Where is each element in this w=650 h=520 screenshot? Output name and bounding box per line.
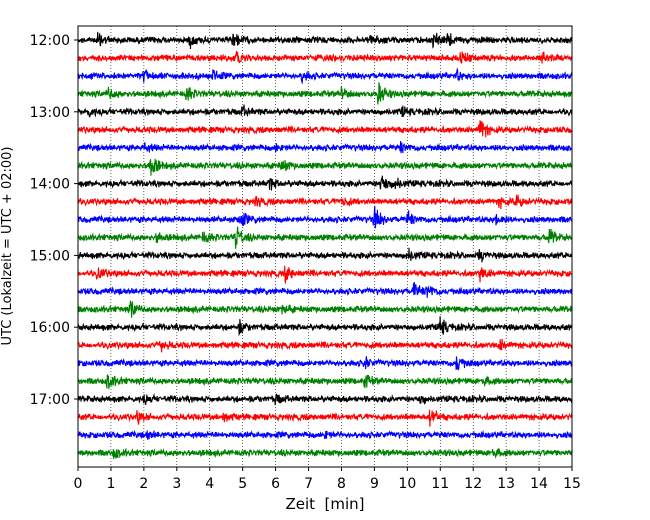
trace-1200 [77,31,573,49]
trace-1215 [77,50,573,65]
trace-1300 [77,104,573,118]
x-tick-label: 12 [464,476,482,492]
y-tick-label: 16:00 [30,320,70,336]
trace-1245 [77,81,573,105]
trace-1645 [77,374,573,389]
trace-1715 [77,409,573,427]
x-tick-label: 10 [398,476,416,492]
trace-1500 [77,247,573,263]
trace-1330 [77,141,573,154]
y-tick-label: 15:00 [30,248,70,264]
trace-1400 [77,175,573,191]
x-tick-label: 7 [304,476,313,492]
trace-1530 [77,281,573,298]
trace-1745 [77,447,573,460]
x-tick-label: 0 [74,476,83,492]
trace-1600 [77,316,573,337]
trace-1345 [77,158,573,176]
x-tick-label: 2 [139,476,148,492]
y-axis-label: UTC (Lokalzeit = UTC + 02:00) [0,147,15,346]
trace-1445 [77,226,573,249]
trace-1700 [77,393,573,406]
trace-1230 [77,67,573,84]
trace-1415 [77,194,573,210]
trace-1430 [77,205,573,229]
x-tick-label: 6 [271,476,280,492]
y-axis: 12:00 13:00 14:00 15:00 16:00 17:00 [30,33,78,408]
x-tick-label: 1 [106,476,115,492]
x-tick-label: 15 [563,476,581,492]
trace-1730 [77,429,573,440]
y-tick-label: 14:00 [30,177,70,193]
y-tick-label: 17:00 [30,392,70,408]
x-tick-label: 4 [205,476,214,492]
x-tick-label: 14 [530,476,548,492]
x-tick-label: 13 [497,476,515,492]
trace-1545 [77,300,573,318]
trace-1630 [77,356,573,371]
x-tick-label: 9 [370,476,379,492]
y-tick-label: 13:00 [30,105,70,121]
trace-1615 [77,338,573,353]
trace-1315 [77,120,573,138]
x-tick-label: 3 [172,476,181,492]
x-axis-label: Zeit [min] [285,495,364,513]
x-axis: 0 1 2 3 4 5 6 7 8 9 10 11 12 13 14 15 [74,467,581,492]
x-tick-label: 11 [431,476,449,492]
trace-1515 [77,265,573,285]
x-tick-label: 5 [238,476,247,492]
plot-frame [77,25,573,468]
seismic-traces [77,31,573,460]
y-tick-label: 12:00 [30,33,70,49]
x-tick-label: 8 [337,476,346,492]
